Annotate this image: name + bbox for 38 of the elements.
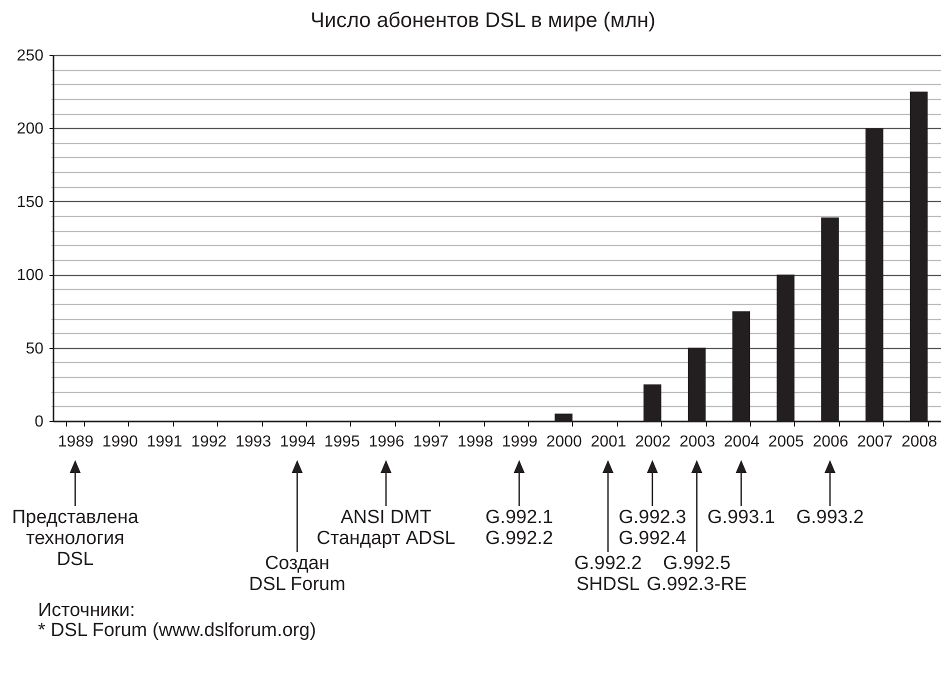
text: G.992.5 G.992.3-RE [646,553,747,595]
text: Представлена технология DSL [12,507,139,570]
y-tick-label: 200 [16,120,44,138]
x-tick-label: 2004 [724,434,760,450]
x-tick-label: 2002 [635,434,671,450]
x-tick-label: 1993 [236,434,272,450]
x-tick-label: 1998 [458,434,494,450]
text: G.993.2 [796,507,864,528]
x-tick-label: 2001 [590,434,626,450]
y-tick-label: 150 [16,194,44,211]
x-tick-label: 1990 [102,434,138,450]
x-tick-label: 2003 [680,434,716,450]
x-tick-label: 1996 [368,434,404,450]
chart-title: Число абонентов DSL в мире (млн) [310,9,656,32]
x-tick-label: 1991 [146,434,182,450]
x-tick-label: 2005 [768,434,804,450]
y-tick-label: 100 [16,267,44,284]
y-tick-label: 50 [26,340,44,358]
x-tick-label: 1995 [324,434,360,450]
x-tick-label: 2007 [857,434,893,450]
x-tick-label: 1997 [413,434,449,450]
x-tick-label: 2006 [812,434,848,450]
text: G.992.2 SHDSL [574,553,642,595]
text: * DSL Forum (www.dslforum.org) [38,620,316,641]
x-tick-label: 2000 [546,434,582,450]
x-tick-label: 1999 [502,434,538,450]
text: ANSI DMT Стандарт ADSL [316,507,456,549]
text: G.993.1 [707,507,776,528]
x-tick-label: 1994 [280,434,316,450]
y-tick-label: 0 [34,414,44,430]
text: G.992.1 G.992.2 [485,507,554,549]
text: G.992.3 G.992.4 [618,507,687,549]
text: Источники: [38,600,136,621]
x-tick-label: 1989 [58,434,94,450]
text: Создан DSL Forum [248,553,346,595]
x-tick-label: 2008 [902,434,938,450]
x-tick-label: 1992 [191,434,227,450]
y-tick-label: 250 [16,48,44,64]
